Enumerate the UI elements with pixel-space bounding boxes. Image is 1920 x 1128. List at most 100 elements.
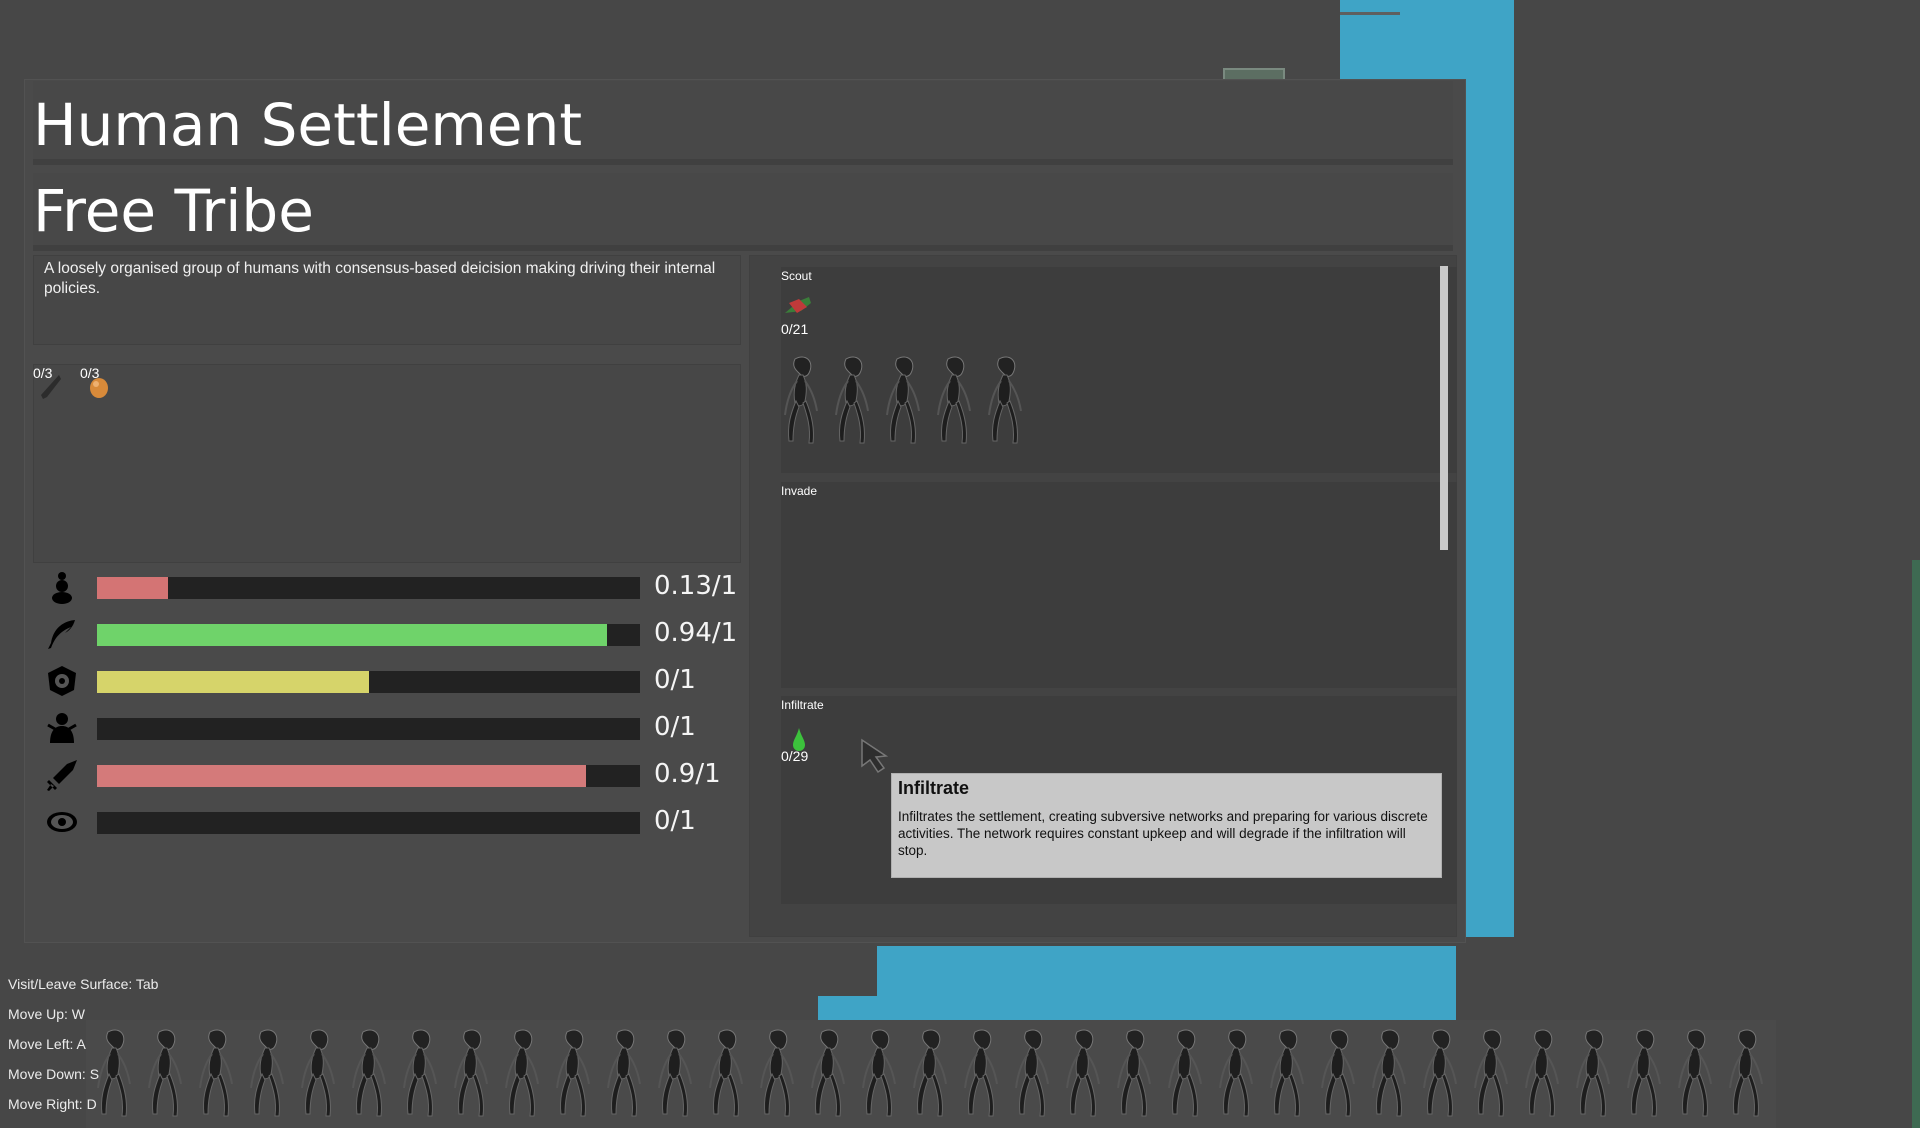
alien-unit[interactable] — [1216, 1028, 1256, 1120]
feather-icon — [48, 620, 75, 649]
stat-row: 0.9/1 — [33, 754, 753, 794]
alien-unit[interactable] — [196, 1028, 236, 1120]
alien-unit[interactable] — [247, 1028, 287, 1120]
stat-bar-fill — [97, 671, 369, 693]
settlement-title: Human Settlement — [33, 91, 583, 159]
faction-title-bar: Free Tribe — [33, 173, 1453, 251]
alien-unit[interactable] — [1573, 1028, 1613, 1120]
alien-unit[interactable] — [1267, 1028, 1307, 1120]
alien-unit[interactable] — [985, 355, 1025, 447]
settlement-title-bar: Human Settlement — [33, 81, 1453, 165]
keybind-line: Visit/Leave Surface: Tab — [8, 976, 159, 992]
stat-value: 0.9/1 — [654, 759, 721, 789]
drop-icon[interactable] — [791, 728, 807, 752]
map-ledge — [1340, 0, 1400, 15]
alien-unit[interactable] — [1624, 1028, 1664, 1120]
description-text: A loosely organised group of humans with… — [44, 260, 716, 297]
stat-value: 0/1 — [654, 712, 696, 742]
scout-icon[interactable] — [783, 293, 813, 319]
figure-icon — [47, 713, 77, 743]
tooltip-title: Infiltrate — [898, 778, 970, 798]
resources-panel: 0/3 0/3 — [33, 364, 741, 563]
stat-bar-fill — [97, 624, 608, 646]
alien-unit[interactable] — [910, 1028, 950, 1120]
alien-unit[interactable] — [961, 1028, 1001, 1120]
keybind-line: Move Left: A — [8, 1036, 86, 1052]
alien-unit[interactable] — [808, 1028, 848, 1120]
scrollbar-thumb[interactable] — [1440, 266, 1448, 550]
alien-unit[interactable] — [1012, 1028, 1052, 1120]
action-scout[interactable]: Scout 0/21 — [781, 267, 1457, 473]
alien-unit[interactable] — [400, 1028, 440, 1120]
description-panel: A loosely organised group of humans with… — [33, 255, 741, 345]
stats-panel: 0.13/1 0.94/1 0/1 0/1 — [25, 566, 755, 926]
keybind-line: Move Up: W — [8, 1006, 86, 1022]
alien-unit[interactable] — [757, 1028, 797, 1120]
alien-unit[interactable] — [145, 1028, 185, 1120]
alien-unit[interactable] — [706, 1028, 746, 1120]
infiltrate-tooltip: Infiltrate Infiltrates the settlement, c… — [891, 773, 1442, 878]
alien-unit[interactable] — [1675, 1028, 1715, 1120]
action-label: Scout — [781, 269, 812, 283]
alien-unit[interactable] — [604, 1028, 644, 1120]
action-invade[interactable]: Invade — [781, 482, 1457, 688]
bone-icon — [41, 375, 61, 399]
alien-unit[interactable] — [934, 355, 974, 447]
resource-count: 0/3 — [33, 365, 53, 381]
stat-row: 0/1 — [33, 660, 753, 700]
stat-bar-fill — [97, 765, 586, 787]
alien-unit[interactable] — [1471, 1028, 1511, 1120]
stat-value: 0/1 — [654, 806, 696, 836]
alien-unit[interactable] — [1522, 1028, 1562, 1120]
stat-bar — [97, 671, 640, 693]
keybind-line: Move Right: D — [8, 1096, 97, 1112]
resource-count: 0/3 — [80, 365, 100, 381]
stat-value: 0.94/1 — [654, 618, 738, 648]
alien-unit[interactable] — [1318, 1028, 1358, 1120]
alien-unit[interactable] — [1063, 1028, 1103, 1120]
settlement-dialog: Human Settlement Free Tribe A loosely or… — [24, 79, 1466, 943]
eye-icon — [47, 812, 77, 832]
action-count: 0/29 — [781, 748, 809, 764]
stat-bar — [97, 765, 640, 787]
stat-bar — [97, 577, 640, 599]
stat-bar — [97, 812, 640, 834]
resource-egg: 0/3 — [80, 365, 120, 405]
tooltip-body: Infiltrates the settlement, creating sub… — [898, 809, 1428, 858]
alien-unit[interactable] — [1369, 1028, 1409, 1120]
stat-value: 0/1 — [654, 665, 696, 695]
alien-unit[interactable] — [349, 1028, 389, 1120]
alien-unit[interactable] — [655, 1028, 695, 1120]
action-label: Invade — [781, 484, 818, 498]
alien-unit[interactable] — [451, 1028, 491, 1120]
alien-unit[interactable] — [553, 1028, 593, 1120]
scout-units — [781, 355, 1041, 451]
stat-row: 0.13/1 — [33, 566, 753, 606]
keybind-line: Move Down: S — [8, 1066, 100, 1082]
stat-bar — [97, 624, 640, 646]
population-icon — [52, 572, 72, 604]
unit-strip — [94, 1028, 1763, 1126]
resource-bone: 0/3 — [33, 365, 73, 405]
alien-unit[interactable] — [298, 1028, 338, 1120]
alien-unit[interactable] — [781, 355, 821, 447]
alien-unit[interactable] — [1165, 1028, 1205, 1120]
stat-value: 0.13/1 — [654, 571, 738, 601]
map-strip — [1912, 560, 1920, 1128]
alien-unit[interactable] — [94, 1028, 134, 1120]
alien-unit[interactable] — [832, 355, 872, 447]
alien-unit[interactable] — [883, 355, 923, 447]
stat-row: 0/1 — [33, 707, 753, 747]
faction-title: Free Tribe — [33, 177, 314, 245]
alien-unit[interactable] — [1420, 1028, 1460, 1120]
scrollbar-track[interactable] — [1440, 266, 1448, 550]
action-count: 0/21 — [781, 321, 809, 337]
alien-unit[interactable] — [859, 1028, 899, 1120]
alien-unit[interactable] — [1726, 1028, 1766, 1120]
egg-icon — [90, 378, 108, 398]
stat-bar-fill — [97, 577, 168, 599]
alien-unit[interactable] — [502, 1028, 542, 1120]
stat-bar — [97, 718, 640, 740]
shield-eye-icon — [48, 666, 76, 696]
alien-unit[interactable] — [1114, 1028, 1154, 1120]
